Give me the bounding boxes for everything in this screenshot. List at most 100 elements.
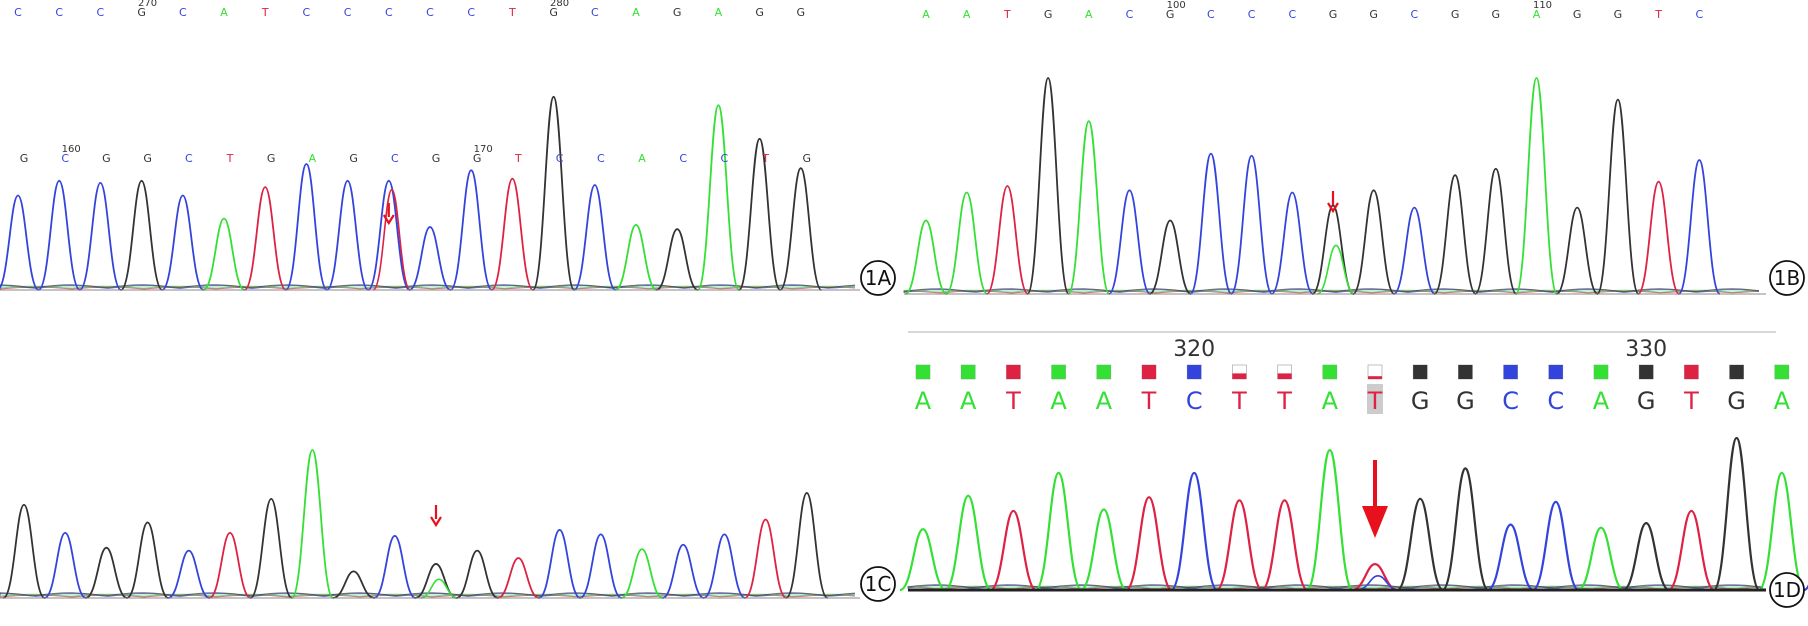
peak-2-c <box>44 531 87 599</box>
base-call-a: A <box>309 152 317 165</box>
peak-19-g <box>1712 436 1761 592</box>
base-call-a: A <box>638 152 646 165</box>
peak-16-a <box>614 223 658 291</box>
noise-trace-c <box>0 285 856 290</box>
peak-1-g <box>2 503 46 599</box>
base-call-c: C <box>179 6 187 19</box>
chromatogram-panel-1D: AATAATCTTATGGCCAGTGAC3203301D <box>899 331 1808 608</box>
base-call-a: A <box>1322 387 1339 415</box>
quality-bar-c <box>1503 365 1518 379</box>
peak-12-c <box>449 169 493 291</box>
peak-13-t <box>490 177 534 291</box>
quality-bar-t <box>1232 373 1247 379</box>
base-call-t: T <box>514 152 522 165</box>
base-call-g: G <box>1492 8 1501 21</box>
trace-peaks <box>0 95 823 291</box>
quality-bar-a <box>1594 365 1608 379</box>
base-call-c: C <box>467 6 475 19</box>
peak-7-t <box>243 186 287 291</box>
base-call-g: G <box>755 6 764 19</box>
base-call-a: A <box>715 6 723 19</box>
panel-label-text: 1A <box>865 266 892 290</box>
peak-17-g <box>656 228 699 291</box>
base-call-g: G <box>473 152 482 165</box>
base-call-g: G <box>1369 8 1378 21</box>
base-call-t: T <box>761 152 769 165</box>
peak-9-c <box>326 179 370 291</box>
base-call-g: G <box>803 152 812 165</box>
base-call-c: C <box>721 152 729 165</box>
base-call-c: C <box>55 6 63 19</box>
baseline-noise <box>0 284 856 290</box>
panel-label: 1A <box>860 260 896 296</box>
base-call-c: C <box>1502 387 1519 415</box>
peak-2-a <box>945 191 989 295</box>
base-call-g: G <box>1456 387 1475 415</box>
peak-18-g <box>1596 98 1640 295</box>
noise-trace-a <box>0 285 856 289</box>
peak-18-a <box>696 104 740 291</box>
peak-15-g <box>1474 167 1518 295</box>
peak-19-t <box>744 518 787 599</box>
peak-9-c <box>1230 154 1274 295</box>
peak-20-g <box>779 167 823 291</box>
peak-5-a <box>1067 120 1111 295</box>
base-call-g: G <box>1614 8 1623 21</box>
baseline-noise <box>0 592 856 598</box>
peak-13-t <box>497 557 540 599</box>
base-call-t: T <box>261 6 269 19</box>
base-call-t: T <box>1367 387 1383 415</box>
quality-bar-g <box>1639 365 1654 379</box>
quality-bar-c <box>1548 365 1563 379</box>
base-call-c: C <box>1547 387 1564 415</box>
quality-bar-c <box>1187 365 1202 379</box>
base-call-a: A <box>1593 387 1610 415</box>
base-call-a: A <box>632 6 640 19</box>
peak-15-c <box>579 533 622 599</box>
peak-8-c <box>284 163 328 291</box>
quality-bar-a <box>1051 365 1066 379</box>
arrow-head <box>430 516 442 528</box>
base-call-c: C <box>556 152 564 165</box>
position-label: 320 <box>1173 337 1215 362</box>
noise-trace-t <box>0 286 856 290</box>
panel-label-circle <box>860 260 896 296</box>
base-call-g: G <box>549 6 558 19</box>
secondary-peak-a <box>1317 244 1355 295</box>
panel-label-text: 1B <box>1774 266 1800 290</box>
base-call-c: C <box>426 6 434 19</box>
peak-17-g <box>1622 522 1670 592</box>
peak-5-a <box>1080 508 1128 592</box>
mutation-arrow <box>430 505 442 528</box>
position-label: 170 <box>474 144 493 155</box>
quality-bar-t <box>1684 365 1699 379</box>
peak-1-c <box>0 194 40 291</box>
peak-16-a <box>620 548 664 599</box>
base-call-a: A <box>1085 8 1093 21</box>
peak-8-a <box>290 449 334 599</box>
base-call-a: A <box>963 8 971 21</box>
base-call-c: C <box>1411 8 1419 21</box>
baseline-noise <box>903 288 1760 294</box>
base-call-t: T <box>508 6 516 19</box>
peak-1-a <box>899 528 947 592</box>
base-call-c: C <box>1248 8 1256 21</box>
base-call-c: C <box>97 6 105 19</box>
position-label: 160 <box>62 144 81 155</box>
panel-label: 1B <box>1769 260 1805 296</box>
peak-7-g <box>1149 219 1192 295</box>
base-call-g: G <box>797 6 806 19</box>
base-call-g: G <box>673 6 682 19</box>
peak-16-a <box>1577 526 1625 592</box>
noise-trace-a <box>0 593 856 597</box>
base-call-a: A <box>1096 387 1113 415</box>
peak-18-t <box>1667 509 1715 592</box>
panel-label-circle <box>1769 572 1805 608</box>
secondary-peak-t <box>372 188 412 291</box>
peak-7-c <box>1170 471 1219 592</box>
quality-bar-t <box>1277 373 1292 379</box>
base-call-g: G <box>1329 8 1338 21</box>
